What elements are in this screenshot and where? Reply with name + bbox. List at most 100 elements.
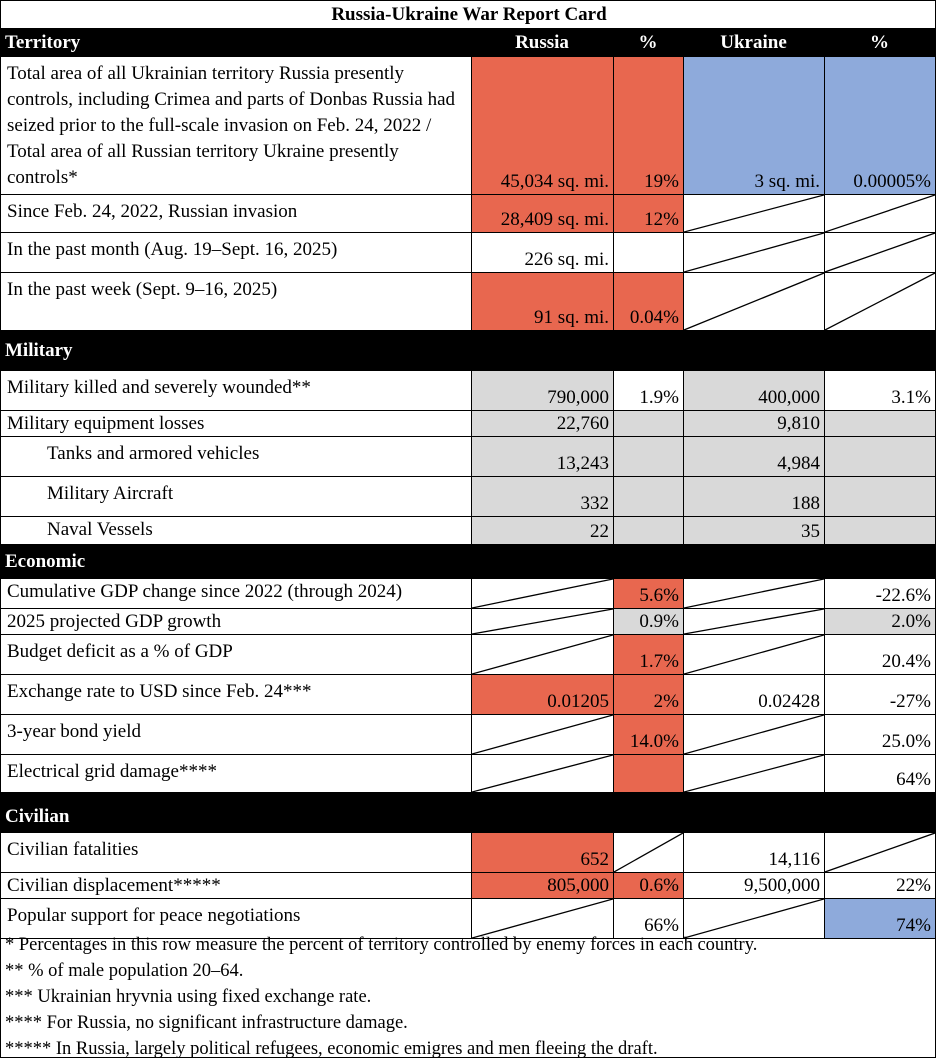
ukraine-value-cell: 188 — [683, 477, 824, 516]
russia-percent: 12% — [644, 209, 679, 230]
russia-percent-cell: 19% — [613, 57, 683, 194]
section-label: Civilian — [5, 806, 70, 827]
russia-value: 22,760 — [556, 413, 609, 434]
not-applicable-cell — [824, 233, 935, 272]
russia-value-cell: 13,243 — [471, 437, 613, 476]
empty-cell — [824, 437, 935, 476]
russia-value: 0.01205 — [547, 691, 609, 712]
row-label: Electrical grid damage**** — [7, 761, 217, 782]
ukraine-percent-cell: 2.0% — [824, 609, 935, 634]
ukraine-column-header: Ukraine — [720, 32, 787, 53]
ukraine-value-cell: 400,000 — [683, 371, 824, 410]
russia-percent-cell: 1.7% — [613, 635, 683, 674]
section-label: Military — [5, 340, 73, 361]
russia-value: 28,409 sq. mi. — [500, 209, 609, 230]
not-applicable-cell — [471, 755, 613, 792]
diagonal-slash — [684, 195, 824, 232]
russia-value: 13,243 — [556, 453, 609, 474]
table-row: In the past month (Aug. 19–Sept. 16, 202… — [1, 233, 935, 273]
row-label: Budget deficit as a % of GDP — [7, 641, 233, 662]
russia-value-cell: 805,000 — [471, 873, 613, 898]
section-label: Territory — [5, 32, 81, 53]
table-row: Total area of all Ukrainian territory Ru… — [1, 57, 935, 195]
not-applicable-cell — [471, 899, 613, 938]
russia-percent-cell: 0.6% — [613, 873, 683, 898]
ukraine-percent: 64% — [896, 769, 931, 790]
table-row: In the past week (Sept. 9–16, 2025) 91 s… — [1, 273, 935, 331]
russia-percent: 66% — [644, 915, 679, 936]
row-label: Total area of all Ukrainian territory Ru… — [7, 63, 456, 188]
russia-percent-cell: 5.6% — [613, 579, 683, 608]
table-row: Exchange rate to USD since Feb. 24*** 0.… — [1, 675, 935, 715]
ukraine-value-cell: 9,500,000 — [683, 873, 824, 898]
russia-percent: 1.9% — [639, 387, 679, 408]
russia-value-cell: 45,034 sq. mi. — [471, 57, 613, 194]
row-label: In the past week (Sept. 9–16, 2025) — [7, 279, 278, 300]
ukraine-percent: 3.1% — [891, 387, 931, 408]
russia-value: 226 sq. mi. — [524, 249, 609, 270]
empty-cell — [824, 411, 935, 436]
row-label: Naval Vessels — [47, 519, 153, 540]
section-label: Economic — [5, 551, 86, 572]
russia-value: 652 — [580, 849, 610, 870]
not-applicable-cell — [683, 609, 824, 634]
ukraine-value-cell: 0.02428 — [683, 675, 824, 714]
row-label: Since Feb. 24, 2022, Russian invasion — [7, 201, 298, 222]
section-header-economic: Economic — [1, 545, 935, 579]
russia-value: 790,000 — [547, 387, 609, 408]
row-label: Cumulative GDP change since 2022 (throug… — [7, 581, 403, 602]
ukraine-percent-cell: -22.6% — [824, 579, 935, 608]
diagonal-slash — [684, 899, 824, 938]
empty-cell — [613, 411, 683, 436]
russia-value: 805,000 — [547, 875, 609, 896]
not-applicable-cell — [683, 899, 824, 938]
russia-percent-cell: 0.9% — [613, 609, 683, 634]
russia-value: 332 — [580, 493, 610, 514]
russia-percent: 0.6% — [639, 875, 679, 896]
ukraine-value: 9,500,000 — [744, 875, 820, 896]
table-row: Popular support for peace negotiations 6… — [1, 899, 935, 939]
ukraine-percent-cell: 3.1% — [824, 371, 935, 410]
diagonal-slash — [684, 715, 824, 754]
ukraine-value-cell: 35 — [683, 517, 824, 544]
ukraine-value: 14,116 — [768, 849, 820, 870]
diagonal-slash — [825, 233, 935, 272]
not-applicable-cell — [683, 635, 824, 674]
not-applicable-cell — [824, 833, 935, 872]
not-applicable-cell — [683, 273, 824, 330]
russia-value: 91 sq. mi. — [534, 307, 609, 328]
russia-percent: 14.0% — [629, 731, 679, 752]
ukraine-value: 9,810 — [777, 413, 820, 434]
row-label: Military equipment losses — [7, 413, 205, 434]
ukraine-percent-cell: 64% — [824, 755, 935, 792]
ukraine-value: 3 sq. mi. — [754, 171, 820, 192]
russia-percent: 0.04% — [629, 307, 679, 328]
ukraine-value-cell: 3 sq. mi. — [683, 57, 824, 194]
not-applicable-cell — [683, 755, 824, 792]
not-applicable-cell — [683, 233, 824, 272]
russia-percent-cell: 66% — [613, 899, 683, 938]
diagonal-slash — [614, 833, 683, 872]
ukraine-percent-cell: 0.00005% — [824, 57, 935, 194]
russia-value-cell: 22,760 — [471, 411, 613, 436]
russia-value-cell: 0.01205 — [471, 675, 613, 714]
row-label: 3-year bond yield — [7, 721, 142, 742]
table-row: Cumulative GDP change since 2022 (throug… — [1, 579, 935, 609]
empty-cell — [613, 517, 683, 544]
ukraine-value: 4,984 — [777, 453, 820, 474]
footnote: *** Ukrainian hryvnia using fixed exchan… — [5, 987, 372, 1007]
row-label: 2025 projected GDP growth — [7, 611, 222, 632]
diagonal-slash — [684, 609, 824, 634]
report-title: Russia-Ukraine War Report Card — [1, 1, 935, 29]
diagonal-slash — [684, 579, 824, 608]
russia-value: 22 — [590, 521, 609, 542]
ukraine-percent: -22.6% — [875, 585, 931, 606]
russia-value-cell: 332 — [471, 477, 613, 516]
ukraine-percent: 22% — [896, 875, 931, 896]
ukraine-percent: 74% — [896, 915, 931, 936]
table-row: Budget deficit as a % of GDP 1.7% 20.4% — [1, 635, 935, 675]
empty-cell — [824, 517, 935, 544]
row-label: Tanks and armored vehicles — [47, 443, 260, 464]
row-label: Military Aircraft — [47, 483, 174, 504]
